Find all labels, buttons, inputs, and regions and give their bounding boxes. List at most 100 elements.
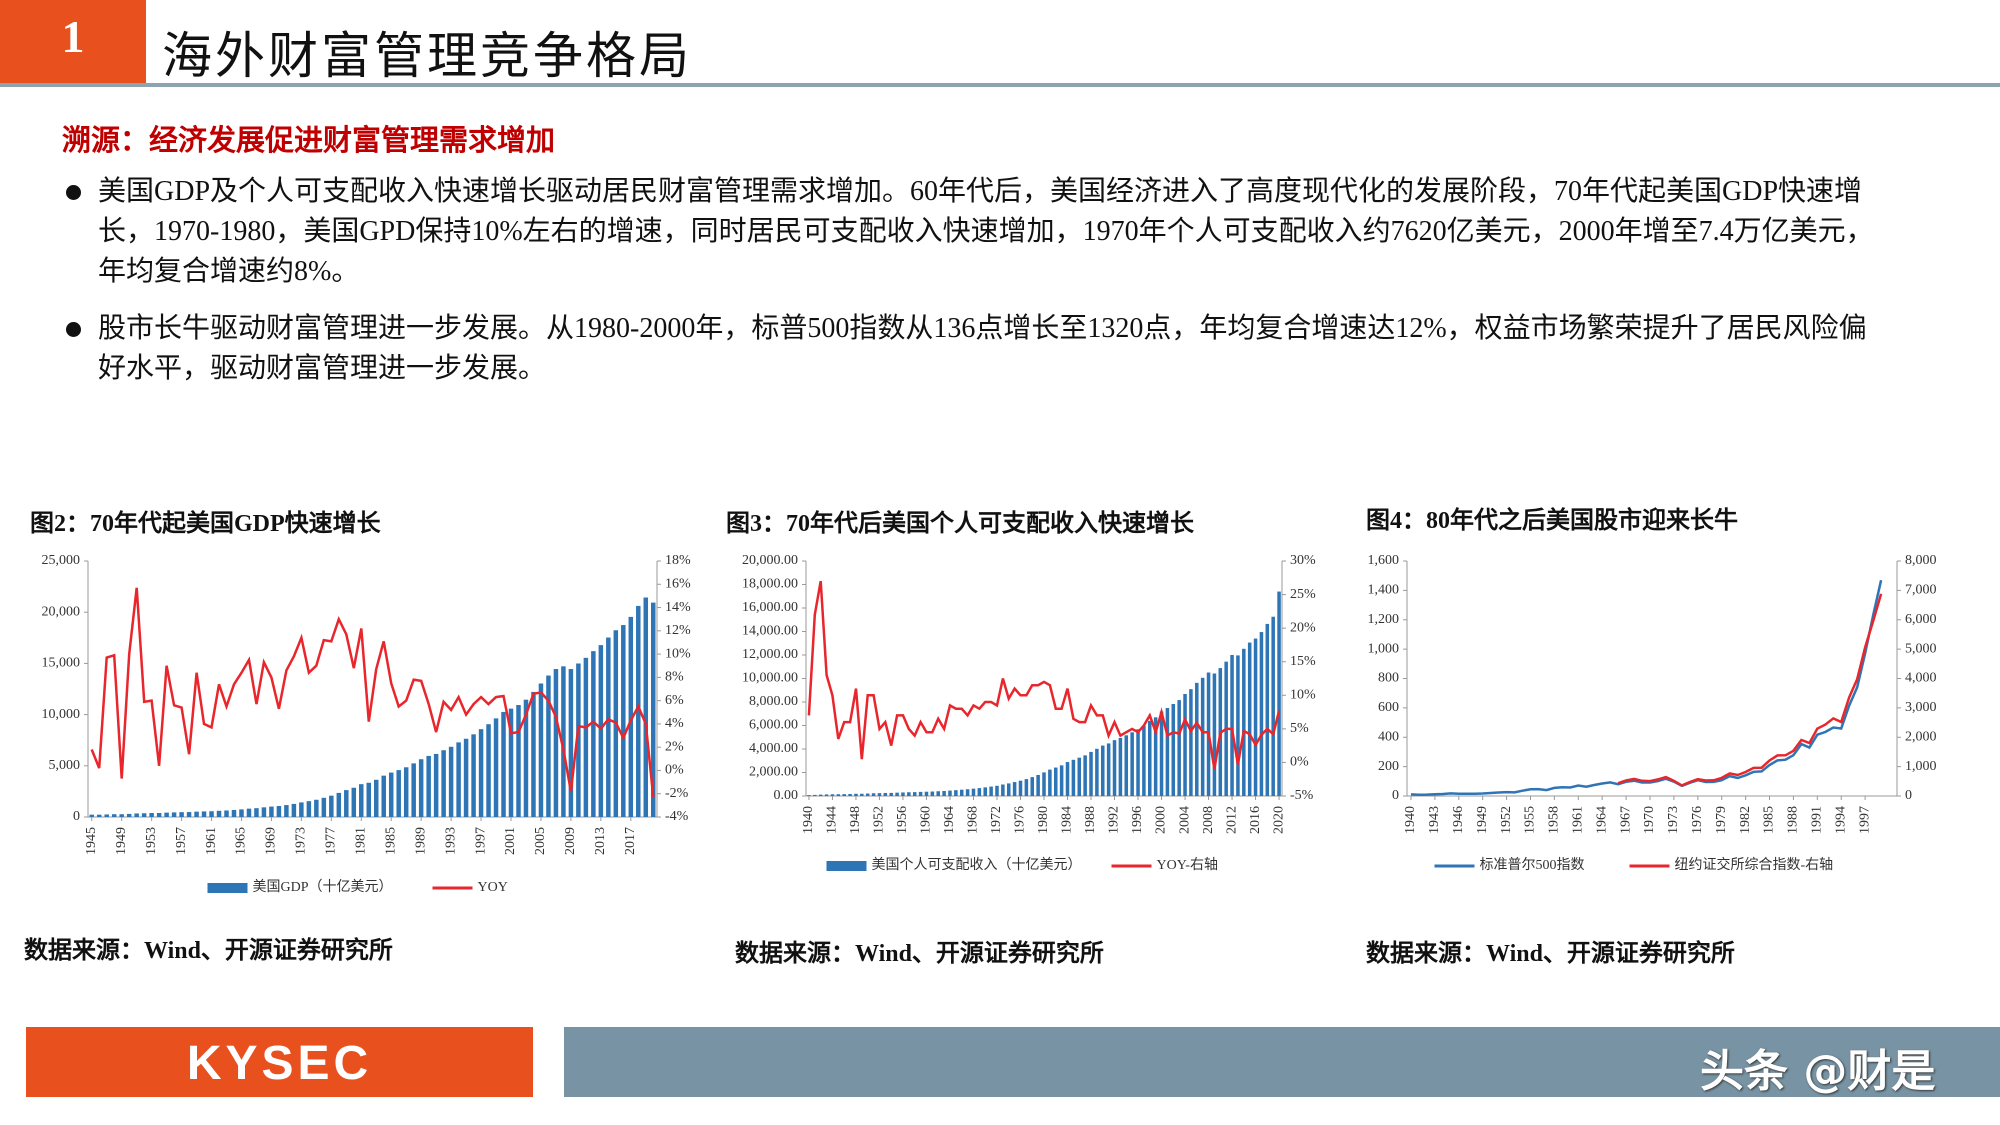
x-tick-label: 2005 bbox=[533, 827, 548, 855]
bar bbox=[329, 795, 334, 817]
bar bbox=[149, 813, 154, 817]
bar bbox=[141, 813, 147, 817]
bar bbox=[291, 803, 297, 817]
y-tick-label: 400 bbox=[1378, 729, 1399, 744]
bar bbox=[1259, 632, 1264, 796]
y-tick-label: 1,400 bbox=[1368, 583, 1400, 598]
x-tick-label: 2000 bbox=[1154, 806, 1169, 834]
bar bbox=[636, 605, 641, 817]
bar bbox=[201, 811, 207, 817]
y2-tick-label: 15% bbox=[1290, 654, 1316, 669]
y2-tick-label: 16% bbox=[665, 576, 691, 591]
bar bbox=[456, 742, 461, 817]
x-tick-label: 1988 bbox=[1083, 806, 1098, 834]
x-tick-label: 1961 bbox=[204, 827, 219, 855]
x-tick-label: 1949 bbox=[1475, 806, 1490, 834]
source: 数据来源：Wind、开源证券研究所 bbox=[1366, 941, 1735, 967]
bar bbox=[1030, 777, 1035, 796]
y-tick-label: 25,000 bbox=[42, 553, 81, 568]
bar bbox=[1253, 638, 1258, 796]
header-title: 海外财富管理竞争格局 bbox=[162, 28, 692, 84]
bar bbox=[261, 807, 267, 817]
bar bbox=[818, 794, 823, 796]
x-tick-label: 1940 bbox=[1403, 806, 1418, 834]
y-tick-label: 20,000 bbox=[42, 604, 81, 619]
x-tick-label: 1968 bbox=[966, 806, 981, 834]
y2-tick-label: 2% bbox=[665, 739, 684, 754]
y2-tick-label: 10% bbox=[665, 646, 691, 661]
bar bbox=[643, 597, 649, 817]
y2-tick-label: 1,000 bbox=[1905, 759, 1937, 774]
y-tick-label: 0 bbox=[73, 809, 80, 824]
y2-tick-label: 20% bbox=[1290, 620, 1316, 635]
bar bbox=[1148, 720, 1152, 796]
x-tick-label: 1976 bbox=[1690, 806, 1705, 834]
x-tick-label: 1979 bbox=[1714, 806, 1729, 834]
bar bbox=[104, 814, 109, 817]
bar bbox=[306, 801, 312, 817]
bar bbox=[478, 729, 484, 817]
bar bbox=[1065, 762, 1070, 796]
bar bbox=[1189, 689, 1193, 796]
bar bbox=[1071, 759, 1076, 796]
bar bbox=[254, 808, 259, 817]
y-tick-label: 600 bbox=[1378, 700, 1399, 715]
x-tick-label: 2008 bbox=[1201, 806, 1216, 834]
x-tick-label: 1943 bbox=[1427, 806, 1442, 834]
bar bbox=[591, 651, 596, 817]
bar bbox=[1142, 725, 1146, 796]
source: 数据来源：Wind、开源证券研究所 bbox=[735, 941, 1104, 967]
bar bbox=[119, 814, 124, 817]
bar bbox=[830, 794, 835, 796]
bar bbox=[186, 812, 192, 817]
x-tick-label: 1958 bbox=[1547, 806, 1562, 834]
bar bbox=[1200, 677, 1205, 796]
y2-tick-label: 0% bbox=[665, 763, 684, 778]
bar bbox=[1106, 743, 1111, 796]
bar bbox=[1136, 729, 1140, 796]
footer-bar bbox=[564, 1027, 2000, 1097]
bar bbox=[1165, 708, 1170, 796]
bar bbox=[948, 790, 952, 796]
y2-tick-label: 18% bbox=[665, 553, 691, 568]
y2-tick-label: 8% bbox=[665, 670, 684, 685]
header-number: 1 bbox=[61, 11, 85, 62]
y-tick-label: 8,000.00 bbox=[749, 694, 798, 709]
legend-swatch bbox=[207, 883, 248, 893]
bar bbox=[1006, 783, 1011, 796]
bar bbox=[877, 793, 882, 796]
y2-tick-label: 25% bbox=[1290, 587, 1316, 602]
bar bbox=[411, 763, 416, 817]
x-tick-label: 1964 bbox=[942, 806, 957, 834]
y2-tick-label: 0% bbox=[1290, 755, 1309, 770]
bar bbox=[239, 809, 244, 817]
x-tick-label: 1980 bbox=[1036, 806, 1051, 834]
y2-tick-label: -5% bbox=[1290, 788, 1314, 803]
line bbox=[90, 587, 655, 798]
x-tick-label: 1940 bbox=[801, 806, 816, 834]
bar bbox=[508, 708, 514, 817]
bar bbox=[171, 812, 177, 817]
y-tick-label: 5,000 bbox=[49, 758, 81, 773]
bar bbox=[1118, 738, 1123, 796]
x-tick-label: 1969 bbox=[264, 827, 279, 855]
bar bbox=[924, 791, 929, 796]
bar bbox=[954, 790, 958, 796]
line bbox=[1410, 579, 1883, 796]
y2-tick-label: 4,000 bbox=[1905, 671, 1937, 686]
bar bbox=[1195, 682, 1199, 796]
bar bbox=[269, 806, 274, 817]
bar bbox=[1183, 693, 1187, 796]
x-tick-label: 1960 bbox=[919, 806, 934, 834]
header-rule bbox=[0, 83, 2000, 87]
bar bbox=[995, 785, 999, 796]
y2-tick-label: 30% bbox=[1290, 553, 1316, 568]
y2-tick-label: -2% bbox=[665, 786, 689, 801]
bar bbox=[284, 805, 289, 817]
bar bbox=[1277, 591, 1281, 796]
y-tick-label: 200 bbox=[1378, 759, 1399, 774]
bar bbox=[531, 691, 536, 817]
bar bbox=[1153, 717, 1158, 796]
bar bbox=[1089, 751, 1093, 796]
bar bbox=[628, 616, 634, 817]
